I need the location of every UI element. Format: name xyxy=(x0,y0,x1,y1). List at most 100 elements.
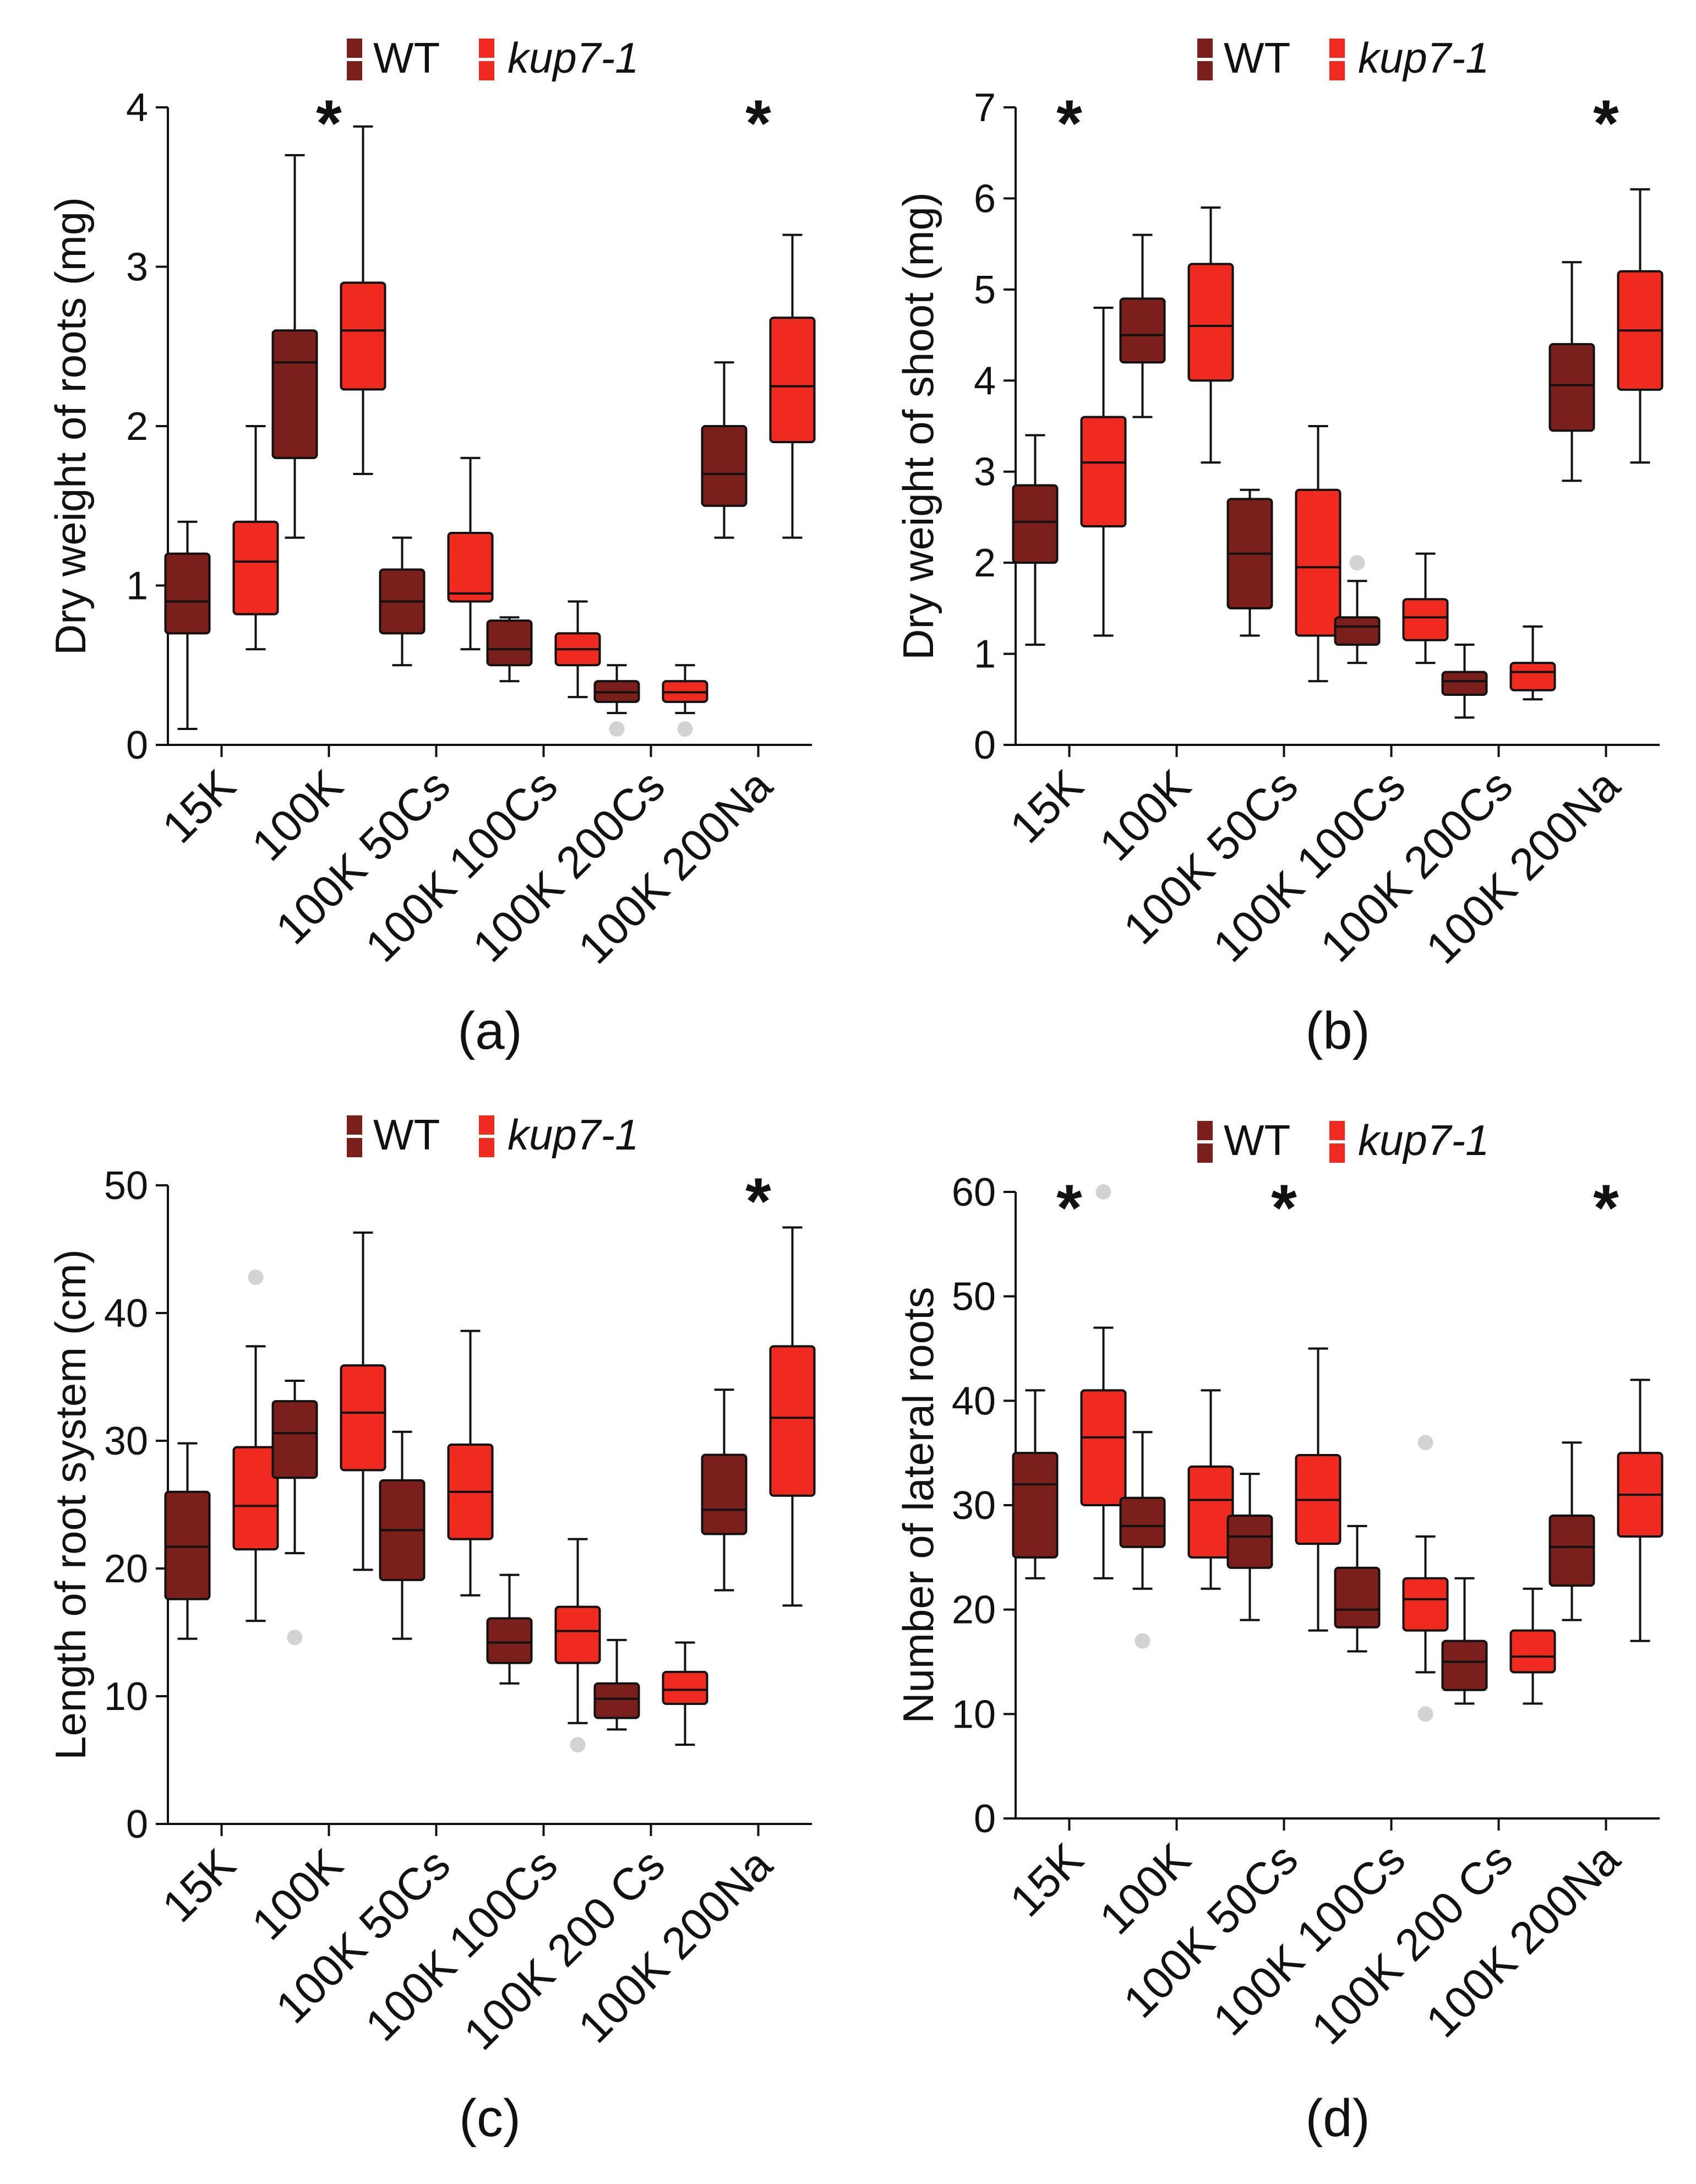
y-tick-label: 40 xyxy=(104,1292,148,1336)
box-wt xyxy=(271,1379,318,1646)
box-wt xyxy=(1334,1524,1381,1653)
box-wt xyxy=(1119,233,1166,418)
box-kup7 xyxy=(1509,625,1556,701)
y-tick-label: 0 xyxy=(974,723,996,767)
box-wt xyxy=(701,1388,748,1592)
box-kup7 xyxy=(1509,1587,1556,1705)
box-iqr xyxy=(486,1617,533,1664)
outlier-point xyxy=(609,721,625,737)
box-iqr xyxy=(340,281,386,391)
y-tick-label: 20 xyxy=(952,1588,996,1632)
chart-panel-b: WT kup7-1 0 1 2 3 4 5 6 7 Dry weight of shoot (mg)… xyxy=(894,34,1664,1060)
legend-label-kup7: kup7-1 xyxy=(1358,34,1490,82)
box-wt xyxy=(593,1638,640,1731)
legend-label-kup7: kup7-1 xyxy=(508,34,639,82)
box-kup7 xyxy=(769,1226,816,1607)
y-tick-label: 0 xyxy=(126,723,148,767)
box-wt xyxy=(1441,644,1488,719)
outlier-point xyxy=(1095,1184,1111,1200)
y-tick-label: 30 xyxy=(952,1484,996,1528)
box-kup7 xyxy=(447,1330,494,1597)
significance-star: * xyxy=(745,86,771,160)
x-tick-label: 15K xyxy=(153,760,246,853)
box-wt xyxy=(379,536,426,667)
outlier-point xyxy=(1417,1435,1433,1451)
chart-panel-d: WT kup7-1 0 10 20 30 40 50 60 Number of lateral r… xyxy=(894,1116,1664,2148)
box-wt xyxy=(1119,1431,1166,1649)
box-wt xyxy=(164,520,211,731)
panel-label: (b) xyxy=(1305,1001,1370,1060)
y-tick-label: 20 xyxy=(104,1547,148,1591)
box-wt xyxy=(1226,488,1273,637)
box-iqr xyxy=(1080,1389,1127,1507)
box-wt xyxy=(593,664,640,737)
box-iqr xyxy=(769,317,816,443)
box-kup7 xyxy=(554,600,601,699)
box-iqr xyxy=(1402,598,1449,641)
box-wt xyxy=(486,1573,533,1685)
y-tick-label: 4 xyxy=(126,86,148,130)
y-axis-label: Dry weight of roots (mg) xyxy=(46,197,95,655)
box-iqr xyxy=(1012,484,1059,564)
y-tick-label: 6 xyxy=(974,177,996,221)
significance-star: * xyxy=(1593,86,1619,160)
significance-star: * xyxy=(316,86,342,160)
box-iqr xyxy=(1509,662,1556,691)
box-iqr xyxy=(232,1446,279,1551)
legend-label-wt: WT xyxy=(373,1110,440,1159)
box-kup7 xyxy=(554,1538,601,1753)
box-wt xyxy=(701,361,748,539)
outlier-point xyxy=(248,1270,264,1286)
box-iqr xyxy=(1441,1640,1488,1691)
box-iqr xyxy=(662,1670,708,1705)
box-iqr xyxy=(701,425,748,507)
outlier-point xyxy=(1349,555,1365,571)
box-iqr xyxy=(1334,616,1381,646)
box-kup7 xyxy=(1617,188,1664,464)
legend-swatch-wt xyxy=(347,1115,362,1157)
legend: WT kup7-1 xyxy=(347,34,639,82)
y-tick-label: 0 xyxy=(126,1802,148,1847)
box-iqr xyxy=(701,1453,748,1535)
box-wt xyxy=(1226,1473,1273,1621)
box-iqr xyxy=(1187,263,1234,382)
box-iqr xyxy=(447,531,494,603)
panel-label: (c) xyxy=(459,2089,521,2148)
outlier-point xyxy=(677,721,693,737)
y-tick-label: 0 xyxy=(974,1797,996,1841)
box-iqr xyxy=(1012,1452,1059,1559)
box-kup7 xyxy=(232,425,279,651)
y-tick-label: 50 xyxy=(104,1164,148,1208)
legend: WT kup7-1 xyxy=(1197,1116,1490,1164)
box-iqr xyxy=(769,1345,816,1497)
box-iqr xyxy=(1548,343,1595,432)
y-tick-label: 1 xyxy=(974,633,996,677)
legend-label-kup7: kup7-1 xyxy=(508,1110,639,1159)
box-iqr xyxy=(1334,1566,1381,1629)
y-tick-label: 2 xyxy=(126,405,148,449)
y-tick-label: 1 xyxy=(126,564,148,608)
box-wt xyxy=(271,154,318,539)
y-tick-label: 10 xyxy=(952,1692,996,1736)
legend-swatch-kup7 xyxy=(479,39,494,80)
box-iqr xyxy=(554,1605,601,1664)
significance-star: * xyxy=(1271,1171,1297,1245)
y-tick-label: 60 xyxy=(952,1170,996,1214)
box-iqr xyxy=(1187,1465,1234,1559)
box-iqr xyxy=(1548,1514,1595,1587)
panel-label: (a) xyxy=(457,1001,522,1060)
legend: WT kup7-1 xyxy=(1197,34,1490,82)
box-wt xyxy=(164,1442,211,1640)
box-kup7 xyxy=(340,1231,386,1571)
box-iqr xyxy=(271,1400,318,1479)
significance-star: * xyxy=(1593,1171,1619,1245)
outlier-point xyxy=(570,1737,586,1753)
legend-swatch-kup7 xyxy=(479,1115,494,1157)
box-wt xyxy=(1012,1389,1059,1580)
significance-star: * xyxy=(1056,86,1082,160)
box-iqr xyxy=(1509,1629,1556,1674)
box-iqr xyxy=(1080,416,1127,527)
y-tick-label: 4 xyxy=(974,359,996,403)
